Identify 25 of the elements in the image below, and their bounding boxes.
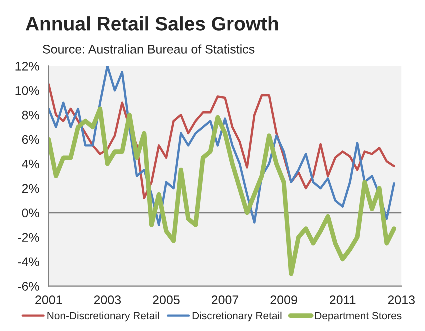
legend-label: Discretionary Retail [192, 312, 282, 322]
y-tick-label: -2% [18, 233, 40, 242]
y-tick-label: 12% [16, 62, 40, 71]
legend-label: Non-Discretionary Retail [48, 312, 160, 322]
y-tick-label: 8% [22, 110, 40, 120]
line-series [48, 66, 396, 226]
y-tick-label: 6% [22, 135, 40, 144]
x-tick-label: 2005 [153, 296, 180, 305]
x-tick-label: 2011 [330, 296, 356, 305]
x-tick-label: 2001 [36, 296, 62, 305]
x-tick-label: 2013 [388, 296, 415, 305]
legend-label: Department Stores [316, 312, 402, 322]
line-series [48, 83, 396, 200]
y-tick-label: 2% [22, 184, 40, 194]
x-tick-label: 2009 [270, 296, 298, 305]
y-tick-label: -4% [18, 258, 40, 266]
chart-title: Annual Retail Sales Growth [26, 16, 278, 31]
y-tick-label: 0% [22, 208, 40, 218]
source-note: Source: Australian Bureau of Statistics [43, 44, 255, 54]
x-tick-label: 2007 [212, 296, 239, 305]
y-tick-label: -6% [18, 282, 40, 291]
y-tick-label: 10% [16, 86, 40, 96]
x-tick-label: 2003 [94, 296, 122, 305]
y-tick-label: 4% [22, 160, 40, 169]
line-series [48, 106, 396, 276]
